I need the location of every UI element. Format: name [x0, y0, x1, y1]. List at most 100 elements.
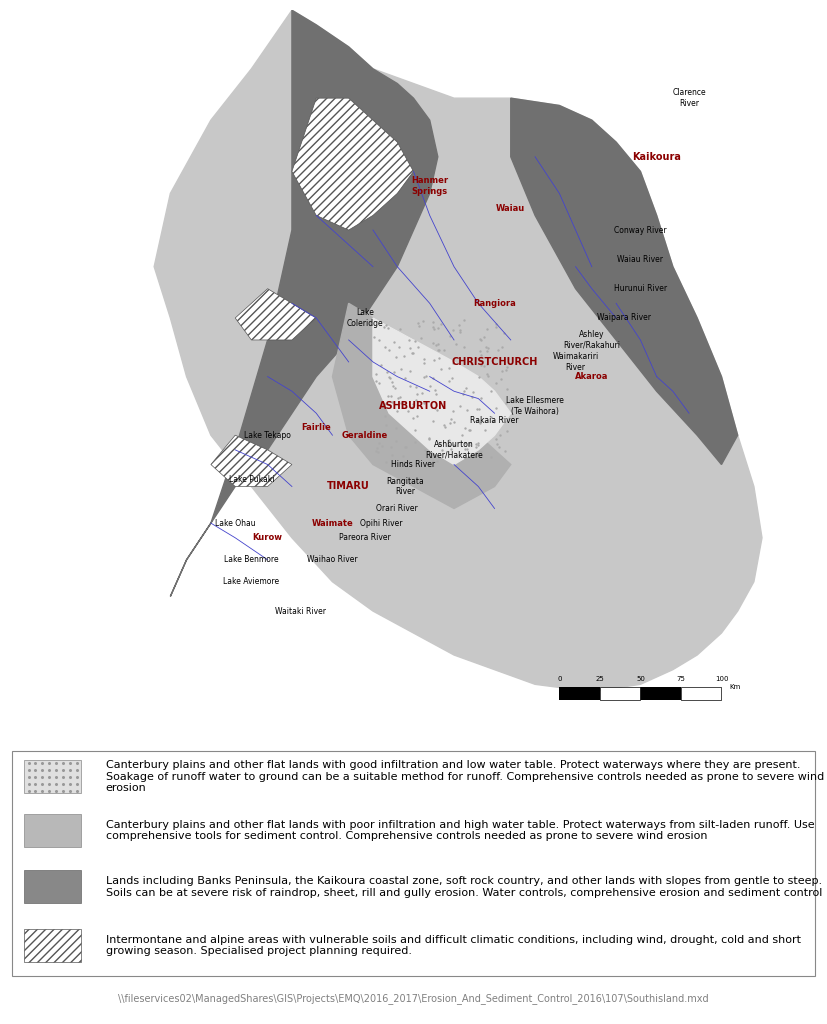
Point [428, 382, 442, 398]
Point [411, 314, 424, 331]
Text: Conway River: Conway River [614, 225, 667, 234]
Point [370, 367, 383, 383]
Point [381, 388, 394, 404]
Polygon shape [511, 98, 738, 465]
Text: Waipara River: Waipara River [597, 313, 651, 323]
Point [405, 344, 418, 360]
Point [475, 390, 488, 407]
Point [447, 437, 461, 454]
Point [466, 450, 479, 466]
Point [465, 388, 478, 404]
Point [453, 317, 466, 334]
Point [480, 339, 493, 355]
Point [471, 413, 484, 429]
Point [458, 420, 471, 436]
Point [473, 342, 486, 358]
Point [416, 312, 429, 329]
Point [447, 322, 460, 338]
Point [469, 436, 482, 453]
Point [390, 420, 403, 436]
FancyBboxPatch shape [25, 814, 81, 847]
Point [404, 362, 417, 379]
Point [378, 409, 391, 425]
FancyBboxPatch shape [12, 751, 815, 976]
Point [475, 332, 488, 348]
Point [394, 395, 408, 412]
Point [499, 442, 512, 459]
Point [403, 378, 416, 394]
Text: 100: 100 [715, 676, 729, 682]
Point [495, 411, 509, 427]
Point [431, 336, 444, 352]
Point [434, 360, 447, 377]
Text: Waiau: Waiau [496, 204, 525, 213]
Point [393, 339, 406, 355]
Point [453, 398, 466, 415]
Point [381, 319, 394, 336]
Text: Lake Ellesmere
(Te Waihora): Lake Ellesmere (Te Waihora) [506, 396, 564, 416]
Text: Canterbury plains and other flat lands with poor infiltration and high water tab: Canterbury plains and other flat lands w… [106, 820, 814, 842]
Point [500, 359, 514, 376]
Text: Opihi River: Opihi River [360, 518, 402, 527]
Point [437, 417, 451, 433]
Point [445, 441, 458, 458]
Point [490, 431, 503, 447]
Text: Hanmer
Springs: Hanmer Springs [411, 176, 448, 196]
Text: Orari River: Orari River [376, 504, 418, 513]
Point [394, 389, 407, 406]
Point [402, 403, 415, 420]
Point [459, 380, 472, 396]
Point [367, 329, 380, 345]
Text: 0: 0 [557, 676, 562, 682]
Text: Lake Tekapo: Lake Tekapo [244, 431, 291, 439]
Text: Hurunui River: Hurunui River [614, 285, 667, 293]
Polygon shape [154, 10, 762, 691]
Point [410, 408, 423, 424]
FancyBboxPatch shape [25, 870, 81, 903]
Text: ASHBURTON: ASHBURTON [380, 401, 447, 411]
Point [457, 382, 471, 398]
Point [390, 348, 403, 365]
Text: 50: 50 [636, 676, 645, 682]
Point [375, 438, 389, 455]
Point [420, 368, 433, 384]
Point [494, 371, 507, 387]
Point [495, 362, 509, 379]
Point [414, 330, 428, 346]
Text: Kaikoura: Kaikoura [632, 152, 681, 162]
Text: Waitaki River: Waitaki River [275, 606, 326, 615]
Point [490, 316, 503, 333]
Point [408, 333, 421, 349]
Point [480, 366, 494, 382]
Point [423, 378, 437, 394]
Text: Waihao River: Waihao River [307, 555, 358, 564]
Polygon shape [235, 289, 316, 340]
Text: Lake
Coleridge: Lake Coleridge [347, 308, 383, 328]
Text: 75: 75 [676, 676, 686, 682]
Point [383, 370, 396, 386]
Point [389, 380, 402, 396]
Point [418, 395, 431, 412]
Point [489, 375, 502, 391]
Point [380, 317, 393, 334]
Point [433, 350, 446, 367]
Point [485, 383, 498, 399]
Point [490, 436, 504, 453]
Point [384, 438, 397, 455]
Point [407, 410, 420, 426]
Text: Clarence
River: Clarence River [672, 88, 706, 108]
Point [469, 439, 482, 456]
Point [409, 434, 422, 451]
Point [390, 402, 404, 419]
Text: Lake Pukaki: Lake Pukaki [228, 475, 275, 483]
Point [398, 348, 411, 365]
Point [418, 354, 431, 371]
Point [382, 370, 395, 386]
Point [481, 340, 495, 356]
Point [429, 386, 442, 402]
Point [429, 337, 442, 353]
Text: Intermontane and alpine areas with vulnerable soils and difficult climatic condi: Intermontane and alpine areas with vulne… [106, 935, 801, 956]
Point [477, 329, 490, 345]
Text: Lands including Banks Peninsula, the Kaikoura coastal zone, soft rock country, a: Lands including Banks Peninsula, the Kai… [106, 876, 822, 898]
Text: Ashley
River/Rakahuri: Ashley River/Rakahuri [563, 331, 620, 349]
